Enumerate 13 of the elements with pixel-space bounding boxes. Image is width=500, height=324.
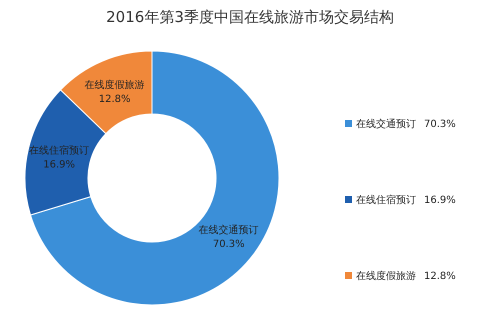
data-label: 70.3%	[212, 238, 245, 250]
text: 16.9%	[424, 195, 456, 206]
legend-label: 在线住宿预订	[356, 194, 416, 206]
slice-label: 在线度假旅游	[84, 79, 145, 92]
text: 70.3%	[424, 119, 456, 130]
slice-label: 在线住宿预订	[29, 144, 90, 157]
text: 12.8%	[424, 271, 456, 282]
legend-label: 在线交通预订	[356, 118, 416, 130]
chart-title: 2016年第3季度中国在线旅游市场交易结构	[106, 8, 394, 26]
legend-label: 在线度假旅游	[356, 270, 416, 282]
slice-label: 在线交通预订	[198, 224, 259, 236]
data-label: 12.8%	[98, 94, 131, 106]
data-label: 16.9%	[43, 160, 76, 171]
